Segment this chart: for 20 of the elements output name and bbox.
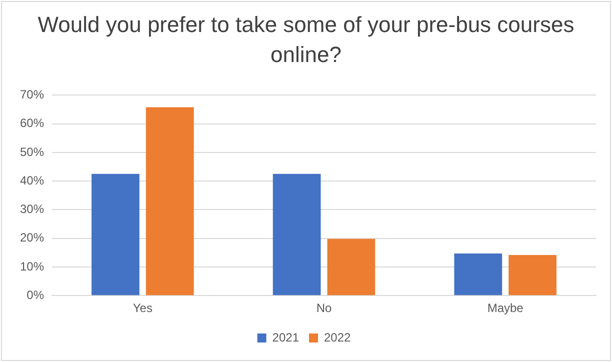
bar	[454, 254, 502, 296]
x-tick-label: Yes	[132, 301, 152, 316]
y-tick-label: 20%	[20, 230, 44, 245]
y-tick-label: 60%	[20, 116, 44, 130]
y-tick-label: 50%	[20, 144, 44, 159]
x-tick-label: Maybe	[487, 301, 524, 316]
y-tick-label: 30%	[20, 202, 44, 216]
bar	[146, 107, 194, 296]
y-tick-label: 40%	[20, 173, 44, 188]
bar	[272, 174, 321, 296]
bar	[92, 174, 140, 296]
y-tick-label: 0%	[26, 288, 44, 302]
legend-label: 2021	[272, 330, 300, 344]
x-tick-label: No	[316, 301, 332, 316]
legend-label: 2022	[324, 330, 352, 344]
bar	[508, 254, 556, 296]
y-tick-label: 70%	[20, 88, 44, 102]
bar	[327, 238, 376, 296]
y-tick-label: 10%	[20, 259, 44, 274]
chart-title: Would you prefer to take some of your pre-bus courses online?	[36, 11, 576, 69]
